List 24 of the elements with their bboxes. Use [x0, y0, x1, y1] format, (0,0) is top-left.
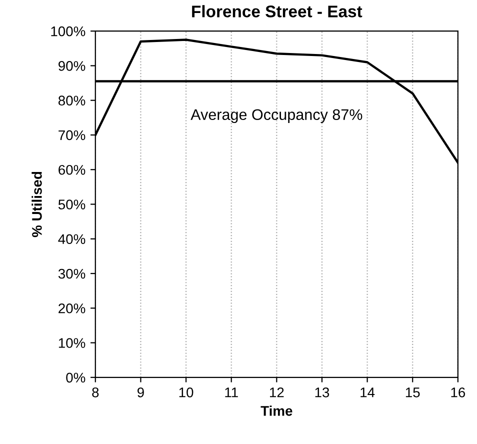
y-tick-label: 60% — [58, 164, 86, 175]
ref-line-label: Average Occupancy 87% — [190, 109, 362, 124]
y-tick-label: 30% — [58, 268, 86, 279]
y-tick-label: 90% — [58, 61, 86, 71]
y-tick-label: 100% — [51, 26, 86, 36]
x-tick-label: 15 — [406, 388, 420, 398]
y-tick-label: 40% — [58, 234, 86, 244]
y-tick-label: 50% — [58, 200, 86, 210]
y-axis-title: % Utilised — [32, 172, 42, 238]
x-tick-label: 8 — [92, 387, 99, 398]
y-tick-label: 80% — [58, 96, 86, 106]
x-axis-title: Time — [260, 406, 292, 416]
chart-title: Florence Street - East — [192, 5, 362, 18]
x-tick-label: 12 — [270, 387, 284, 398]
x-tick-label: 10 — [179, 387, 194, 398]
x-tick-label: 11 — [225, 388, 238, 398]
y-tick-label: 70% — [58, 130, 86, 140]
x-tick-label: 9 — [138, 387, 144, 398]
y-tick-label: 10% — [58, 338, 86, 348]
y-tick-label: 20% — [58, 303, 86, 314]
y-tick-label: 0% — [66, 372, 86, 383]
x-tick-label: 13 — [315, 387, 330, 398]
x-tick-label: 14 — [360, 388, 375, 398]
x-tick-label: 16 — [451, 387, 466, 398]
